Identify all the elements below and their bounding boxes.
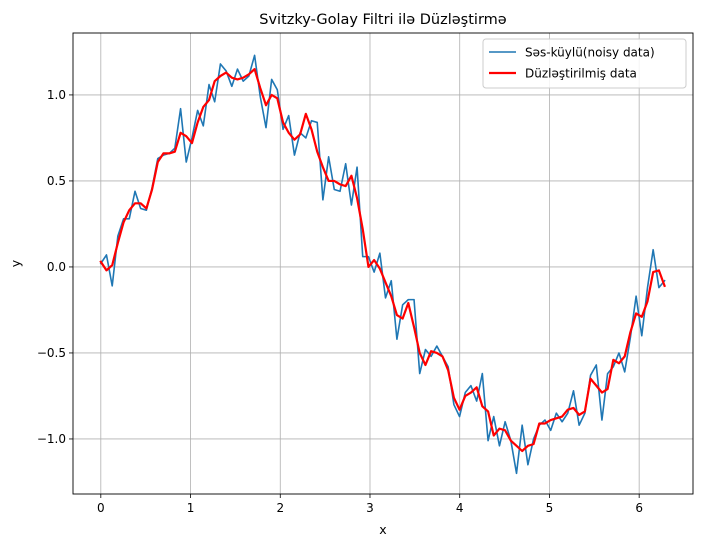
x-axis-label: x (379, 522, 386, 537)
y-axis-label: y (8, 259, 23, 267)
x-tick-label: 0 (97, 501, 105, 515)
plot-area (73, 33, 693, 494)
x-tick-label: 5 (546, 501, 554, 515)
legend: Səs-küylü(noisy data) Düzləştirilmiş data (482, 38, 687, 89)
y-tick-label: 0.5 (47, 174, 66, 188)
x-tick-label: 4 (456, 501, 464, 515)
series-layer (99, 54, 666, 475)
y-tick-label: −0.5 (37, 346, 66, 360)
series-line-1 (99, 68, 666, 453)
x-tick-label: 1 (187, 501, 195, 515)
x-tick-label: 2 (276, 501, 284, 515)
y-tick-label: 1.0 (47, 88, 66, 102)
x-tick-label: 3 (366, 501, 374, 515)
legend-box (482, 38, 687, 89)
ticks: 0 1 2 3 4 5 6 −1.0 −0.5 0.0 0.5 1.0 (37, 88, 643, 515)
legend-label: Düzləştirilmiş data (525, 67, 637, 81)
plot-frame (72, 32, 694, 495)
x-tick-label: 6 (635, 501, 643, 515)
legend-label: Səs-küylü(noisy data) (525, 46, 655, 60)
chart-title: Svitzky-Golay Filtri ilə Düzləştirmə (259, 12, 507, 28)
y-tick-label: −1.0 (37, 432, 66, 446)
y-tick-label: 0.0 (47, 260, 66, 274)
